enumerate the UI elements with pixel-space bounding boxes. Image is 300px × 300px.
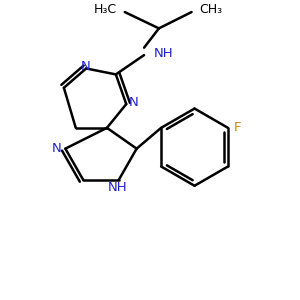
Text: H₃C: H₃C (94, 3, 117, 16)
Text: F: F (234, 122, 241, 134)
Text: NH: NH (154, 47, 173, 60)
Text: N: N (52, 142, 62, 155)
Text: N: N (129, 96, 139, 109)
Text: N: N (81, 60, 90, 73)
Text: NH: NH (107, 181, 127, 194)
Text: CH₃: CH₃ (199, 3, 222, 16)
